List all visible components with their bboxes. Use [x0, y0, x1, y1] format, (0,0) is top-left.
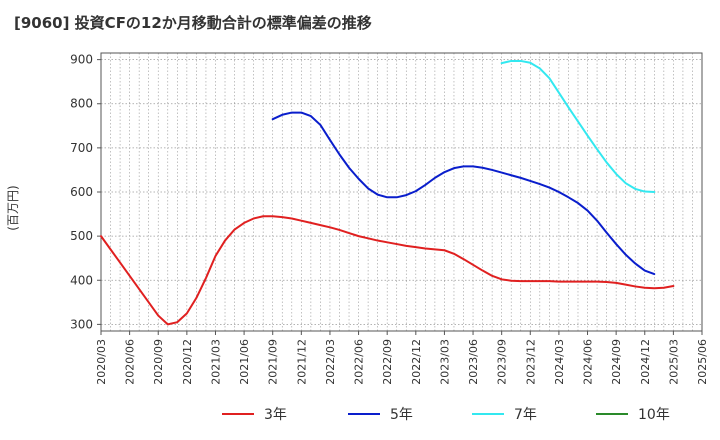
x-tick-label: 2022/03 [324, 339, 337, 385]
y-tick-label: 600 [70, 185, 93, 199]
legend-label-7年: 7年 [514, 407, 537, 423]
x-tick-label: 2024/12 [639, 339, 652, 385]
y-tick-label: 500 [70, 229, 93, 243]
y-axis: 300 400 500 600 700 800 900 [70, 53, 101, 331]
x-tick-label: 2022/09 [381, 339, 394, 385]
x-tick-label: 2021/03 [209, 339, 222, 385]
series-line-3年 [100, 215, 675, 326]
series-line-5年 [271, 111, 656, 276]
x-tick-label: 2024/06 [582, 339, 595, 385]
x-tick-label: 2020/03 [95, 339, 108, 385]
plot-frame [100, 52, 703, 332]
series-line-7年 [500, 59, 656, 193]
x-tick-label: 2020/12 [181, 339, 194, 385]
x-tick-label: 2022/06 [353, 339, 366, 385]
grid-lines [100, 53, 703, 331]
legend-label-3年: 3年 [264, 407, 287, 423]
legend-label-10年: 10年 [638, 407, 670, 423]
x-axis: 2020/03 2020/06 2020/09 2020/12 2021/03 2021/… [95, 331, 709, 385]
x-tick-label: 2024/09 [610, 339, 623, 385]
y-tick-label: 800 [70, 97, 93, 111]
chart-title: [9060] 投資CFの12か月移動合計の標準偏差の推移 [14, 14, 372, 32]
x-tick-label: 2025/06 [696, 339, 709, 385]
x-tick-label: 2023/12 [524, 339, 537, 385]
legend: 3年 5年 7年 10年 [222, 407, 670, 423]
x-tick-label: 2021/12 [295, 339, 308, 385]
series-lines [100, 59, 675, 326]
y-tick-label: 900 [70, 53, 93, 67]
x-tick-label: 2023/03 [438, 339, 451, 385]
y-tick-label: 400 [70, 273, 93, 287]
legend-label-5年: 5年 [390, 407, 413, 423]
y-axis-label: (百万円) [6, 185, 20, 230]
x-tick-label: 2020/06 [124, 339, 137, 385]
x-tick-label: 2020/09 [152, 339, 165, 385]
x-tick-label: 2024/03 [553, 339, 566, 385]
x-tick-label: 2022/12 [410, 339, 423, 385]
x-tick-label: 2023/09 [496, 339, 509, 385]
y-tick-label: 300 [70, 317, 93, 331]
x-tick-label: 2023/06 [467, 339, 480, 385]
y-tick-label: 700 [70, 141, 93, 155]
x-tick-label: 2025/03 [667, 339, 680, 385]
x-tick-label: 2021/06 [238, 339, 251, 385]
x-tick-label: 2021/09 [267, 339, 280, 385]
